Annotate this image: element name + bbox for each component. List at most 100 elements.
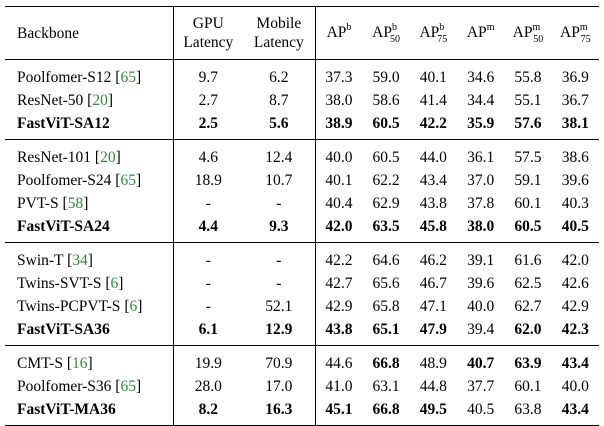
metric-cell: 34.4: [467, 92, 495, 109]
metric-cell: 58.6: [372, 92, 400, 109]
mobile-latency-cell: -: [243, 242, 316, 272]
backbone-name: FastViT-SA12: [17, 115, 110, 132]
metric-cell: 35.9: [467, 115, 495, 132]
backbone-name: ResNet-50: [17, 92, 84, 109]
metric-cell: 48.9: [419, 355, 447, 372]
metric-cell: 64.6: [372, 252, 400, 269]
backbone-name: FastViT-SA24: [17, 218, 110, 235]
citation-link[interactable]: 20: [92, 92, 108, 109]
citation-link[interactable]: 34: [72, 252, 88, 269]
metric-cell: 45.8: [419, 218, 447, 235]
citation-link[interactable]: 65: [120, 172, 136, 189]
backbone-cell: Poolfomer-S12 [65]: [5, 59, 174, 89]
mobile-latency-cell: 52.1: [243, 295, 316, 318]
metric-cell: 62.0: [514, 321, 542, 338]
backbone-name: Twins-PCPVT-S: [17, 298, 121, 315]
gpu-latency-cell: 8.2: [198, 401, 218, 418]
backbone-cell: FastViT-SA36: [5, 318, 174, 346]
header-mobile-latency: Mobile Latency: [243, 6, 316, 60]
backbone-cell: Twins-SVT-S [6]: [5, 272, 174, 295]
citation-link[interactable]: 20: [100, 149, 116, 166]
header-gpu-line1: GPU: [192, 15, 224, 32]
metric-cell: 42.9: [561, 298, 589, 315]
table-row-ours: FastViT-SA12 2.5 5.6 38.9 60.5 42.2 35.9 57.6 38…: [5, 112, 599, 140]
metric-cell: 38.0: [325, 92, 353, 109]
table-row: ResNet-50 [20] 2.7 8.7 38.0 58.6 41.4 34.4 55.1…: [5, 89, 599, 112]
mobile-latency-cell: -: [243, 192, 316, 215]
metric-cell: 40.0: [325, 149, 353, 166]
backbone-name: FastViT-MA36: [17, 401, 116, 418]
backbone-cell: Twins-PCPVT-S [6]: [5, 295, 174, 318]
gpu-latency-cell: 4.4: [198, 218, 218, 235]
mobile-latency-cell: 5.6: [243, 112, 316, 140]
header-gpu-line2: Latency: [183, 34, 234, 51]
metric-cell: 42.6: [561, 275, 589, 292]
metric-cell: 36.9: [561, 69, 589, 86]
metric-cell: 38.1: [561, 115, 589, 132]
metric-cell: 40.3: [561, 195, 589, 212]
mobile-latency-cell: 9.3: [243, 215, 316, 243]
backbone-name: PVT-S: [17, 195, 59, 212]
header-metric: APm: [466, 21, 495, 41]
mobile-latency-cell: -: [243, 272, 316, 295]
citation-link[interactable]: 58: [67, 195, 84, 212]
gpu-latency-cell: -: [205, 252, 211, 269]
header-row: Backbone GPU Latency Mobile Latency APb …: [5, 6, 599, 60]
metric-cell: 37.3: [325, 69, 353, 86]
metric-cell: 44.6: [325, 355, 353, 372]
header-mobile-line2: Latency: [253, 34, 304, 51]
gpu-latency-cell: 2.5: [198, 115, 218, 132]
mobile-latency-cell: 10.7: [243, 169, 316, 192]
metric-cell: 43.4: [419, 172, 447, 189]
metric-cell: 63.9: [514, 355, 542, 372]
table-row: Swin-T [34] - -42.2 64.6 46.2 39.1 61.6 42.0: [5, 242, 599, 272]
metric-cell: 55.1: [514, 92, 542, 109]
backbone-cell: Poolfomer-S36 [65]: [5, 375, 174, 398]
metric-cell: 42.2: [325, 252, 353, 269]
table-row-ours: FastViT-MA36 8.2 16.3 45.1 66.8 49.5 40.5 63.8 4…: [5, 398, 599, 426]
metric-cell: 47.1: [419, 298, 447, 315]
results-body: Poolfomer-S12 [65] 9.7 6.2 37.3 59.0 40.1 34.6…: [5, 59, 599, 426]
citation-link[interactable]: 65: [120, 378, 136, 395]
gpu-latency-cell: 9.7: [198, 69, 218, 86]
metric-cell: 40.5: [467, 401, 495, 418]
backbone-name: Swin-T: [17, 252, 64, 269]
backbone-name: Poolfomer-S12: [17, 69, 112, 86]
gpu-latency-cell: 28.0: [194, 378, 222, 395]
metric-cell: 46.2: [419, 252, 447, 269]
gpu-latency-cell: -: [205, 275, 211, 292]
backbone-cell: CMT-S [16]: [5, 345, 174, 375]
mobile-latency-cell: 12.9: [243, 318, 316, 346]
metric-cell: 66.8: [372, 401, 400, 418]
metric-cell: 42.0: [561, 252, 589, 269]
gpu-latency-cell: 6.1: [198, 321, 218, 338]
citation-link[interactable]: 65: [120, 69, 136, 86]
metric-cell: 40.7: [467, 355, 495, 372]
metric-cell: 43.8: [325, 321, 353, 338]
metric-cell: 34.6: [467, 69, 495, 86]
metric-cell: 39.6: [467, 275, 495, 292]
backbone-name: Poolfomer-S24: [17, 172, 112, 189]
header-metric: APb75: [419, 21, 448, 45]
metric-cell: 46.7: [419, 275, 447, 292]
gpu-latency-cell: 4.6: [198, 149, 218, 166]
metric-cell: 60.1: [514, 195, 542, 212]
metric-cell: 44.8: [419, 378, 447, 395]
metric-cell: 41.4: [419, 92, 447, 109]
citation-link[interactable]: 6: [129, 298, 138, 315]
metric-cell: 57.5: [514, 149, 542, 166]
metric-cell: 42.9: [325, 298, 353, 315]
header-backbone: Backbone: [5, 6, 174, 60]
metric-cell: 36.1: [467, 149, 495, 166]
metric-cell: 39.6: [561, 172, 589, 189]
table-row: Poolfomer-S12 [65] 9.7 6.2 37.3 59.0 40.1 34.6…: [5, 59, 599, 89]
header-mobile-line1: Mobile: [256, 15, 302, 32]
metric-cell: 42.7: [325, 275, 353, 292]
backbone-cell: FastViT-SA24: [5, 215, 174, 243]
metric-cell: 60.5: [372, 115, 400, 132]
citation-link[interactable]: 16: [72, 355, 88, 372]
citation-link[interactable]: 6: [110, 275, 119, 292]
backbone-cell: FastViT-SA12: [5, 112, 174, 140]
header-metric: APm75: [560, 21, 591, 45]
metric-cell: 36.7: [561, 92, 589, 109]
